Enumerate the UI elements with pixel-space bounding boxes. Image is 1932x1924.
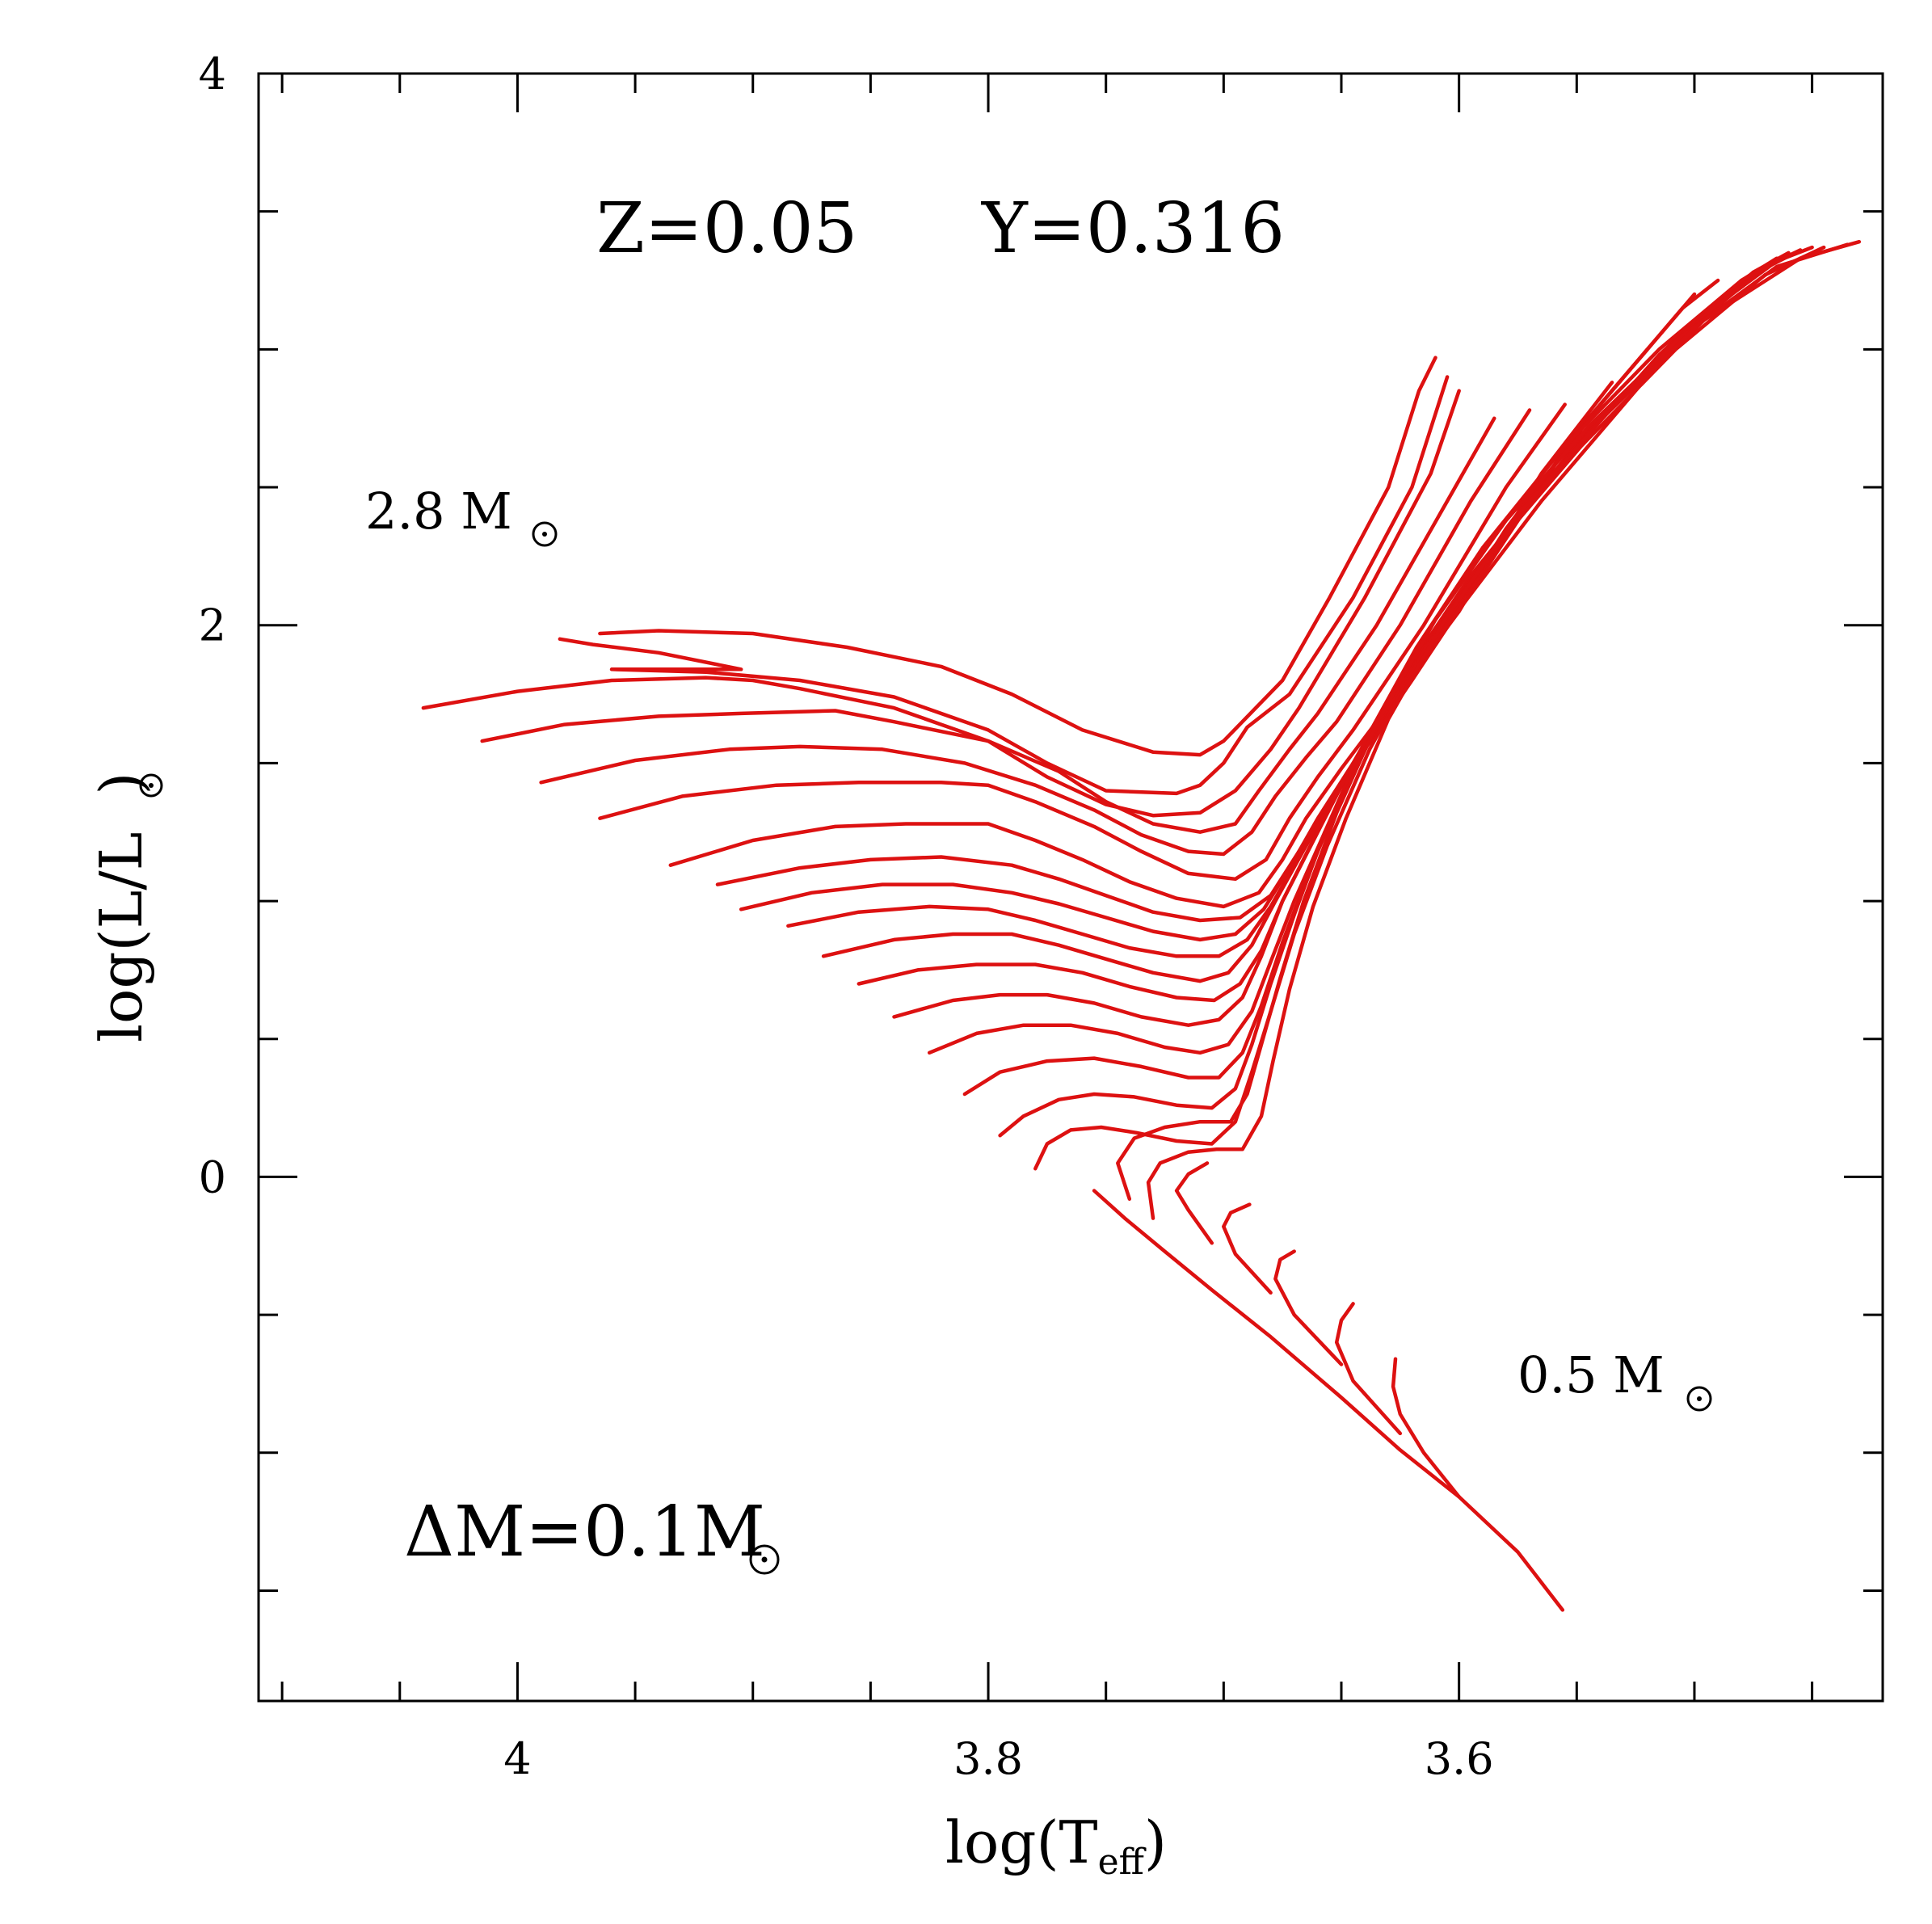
- sun-symbol-icon: [139, 773, 163, 798]
- tick-labels: 4 3.8 3.6 0 2 4: [199, 48, 1494, 1784]
- track-22: [1334, 1302, 1403, 1436]
- track-5: [598, 402, 1567, 882]
- track-19: [1174, 1161, 1214, 1245]
- track-4: [539, 408, 1532, 857]
- x-axis-label: log(Teff): [945, 1808, 1167, 1883]
- track-15: [998, 248, 1803, 1138]
- axis-ticks: [259, 72, 1883, 1701]
- evolutionary-tracks: [421, 239, 1862, 1612]
- track-14: [962, 245, 1814, 1097]
- track-8: [739, 292, 1697, 942]
- delta-m-label: ΔM=0.1M: [404, 1492, 765, 1572]
- sun-symbol-icon: [1686, 1386, 1712, 1412]
- delta-m-annotation: ΔM=0.1M: [404, 1492, 780, 1575]
- x-tick-label: 3.8: [953, 1733, 1023, 1784]
- track-20: [1222, 1202, 1273, 1295]
- helium-annotation: Y=0.316: [981, 188, 1285, 269]
- track-1: [558, 375, 1450, 796]
- mass-high-annotation: 2.8 M: [365, 482, 558, 547]
- track-10: [821, 264, 1767, 983]
- y-tick-label: 2: [199, 600, 226, 651]
- track-3: [480, 416, 1496, 834]
- track-18: [1146, 239, 1862, 1220]
- track-13: [927, 248, 1803, 1055]
- track-9: [786, 278, 1720, 958]
- track-23: [1391, 1357, 1461, 1499]
- mass-low-annotation: 0.5 M: [1517, 1345, 1712, 1412]
- x-tick-label: 3.6: [1425, 1733, 1494, 1784]
- track-0: [598, 356, 1437, 757]
- track-24: [1092, 1189, 1565, 1612]
- sun-symbol-icon: [749, 1544, 780, 1575]
- metallicity-annotation: Z=0.05: [596, 188, 857, 269]
- sun-symbol-icon: [532, 521, 558, 547]
- y-axis-label: log(L/L): [87, 772, 163, 1042]
- plot-frame: [257, 72, 1884, 1703]
- y-tick-label: 4: [199, 48, 226, 99]
- y-tick-label: 0: [199, 1151, 226, 1202]
- track-21: [1273, 1249, 1344, 1366]
- svg-text:log(L/L): log(L/L): [87, 772, 155, 1042]
- x-tick-label: 4: [503, 1733, 531, 1784]
- track-7: [715, 347, 1649, 923]
- mass-low-label: 0.5 M: [1517, 1345, 1665, 1404]
- track-17: [1116, 242, 1850, 1201]
- track-16: [1033, 245, 1826, 1171]
- mass-high-label: 2.8 M: [365, 482, 512, 541]
- track-2: [421, 389, 1461, 818]
